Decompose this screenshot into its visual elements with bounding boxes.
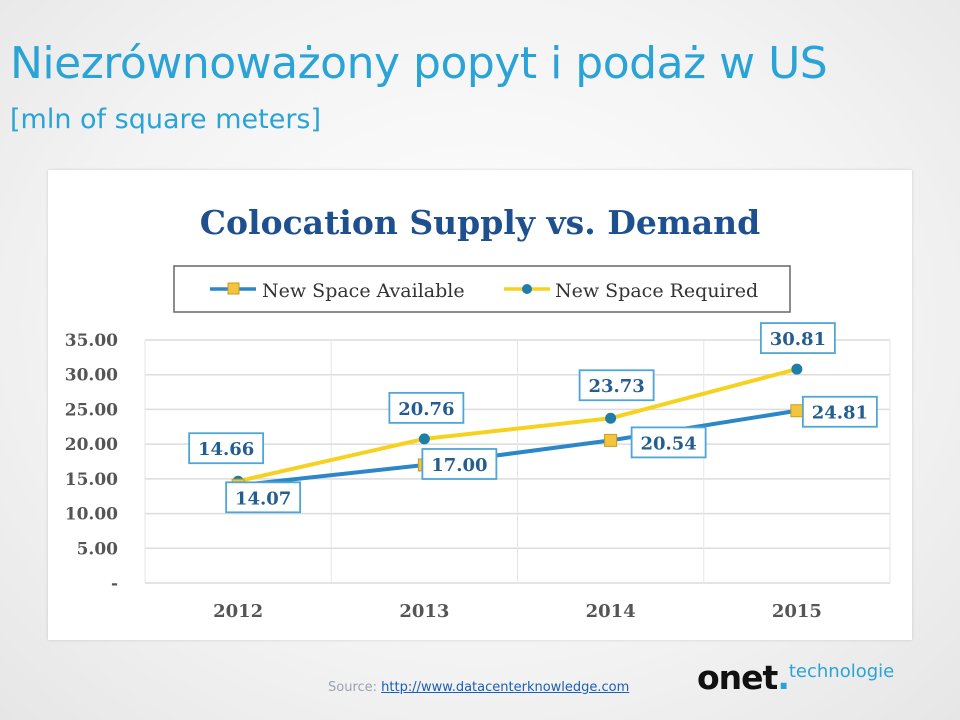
y-tick-label: -	[111, 574, 118, 594]
chart-svg: Colocation Supply vs. Demand New Space A…	[65, 203, 891, 622]
logo-dot: .	[777, 658, 790, 697]
data-label: 14.66	[198, 439, 254, 460]
data-label: 20.76	[398, 399, 454, 420]
data-label-box	[759, 322, 836, 354]
marker-required-point	[605, 412, 617, 424]
marker-available-point	[604, 433, 618, 447]
chart-title: Colocation Supply vs. Demand	[200, 203, 760, 242]
data-label: 23.73	[588, 376, 644, 397]
x-tick-label: 2012	[213, 601, 263, 622]
x-tick-label: 2015	[772, 601, 822, 622]
data-label: 20.54	[640, 433, 696, 454]
source-prefix: Source:	[328, 680, 378, 695]
marker-required-point	[418, 433, 430, 445]
series-line-new-space-required	[237, 367, 798, 484]
data-label: 14.07	[235, 488, 291, 509]
y-tick-label: 5.00	[77, 539, 119, 559]
logo-main: onet	[697, 658, 778, 697]
y-tick-label: 15.00	[65, 470, 118, 490]
data-label: 17.00	[431, 455, 487, 476]
legend-box	[173, 265, 791, 313]
source-line: Source: http://www.datacenterknowledge.c…	[328, 680, 629, 695]
chart-panel: Colocation Supply vs. Demand New Space A…	[48, 170, 912, 640]
slide-subtitle: [mln of square meters]	[10, 104, 322, 135]
data-label: 24.81	[812, 403, 868, 424]
marker-required-point	[791, 363, 803, 375]
legend-marker-available	[227, 282, 240, 295]
x-tick-label: 2013	[399, 601, 449, 622]
data-label-box	[188, 432, 265, 465]
slide-title: Niezrównoważony popyt i podaż w US	[10, 38, 828, 89]
data-label-box	[630, 426, 707, 459]
y-tick-label: 20.00	[65, 435, 118, 455]
logo-sub: technologie	[788, 661, 895, 682]
onet-technologie-logo: onet.technologie	[697, 658, 894, 697]
data-label-box	[388, 391, 465, 424]
source-link[interactable]: http://www.datacenterknowledge.com	[381, 680, 630, 695]
y-tick-label: 10.00	[65, 505, 118, 525]
y-tick-label: 30.00	[65, 366, 118, 386]
data-label-box	[225, 481, 302, 514]
data-label: 30.81	[770, 329, 826, 350]
marker-available-point	[790, 404, 804, 418]
data-label-box	[421, 448, 498, 480]
legend-label-available: New Space Available	[262, 280, 465, 302]
series-line-new-space-available	[237, 408, 798, 488]
x-tick-label: 2014	[586, 601, 636, 622]
legend-label-required: New Space Required	[555, 280, 758, 302]
data-label-box	[801, 395, 878, 428]
y-tick-label: 25.00	[65, 400, 118, 420]
legend-marker-required	[522, 284, 532, 294]
y-tick-label: 35.00	[65, 331, 118, 351]
data-label-box	[578, 369, 655, 402]
